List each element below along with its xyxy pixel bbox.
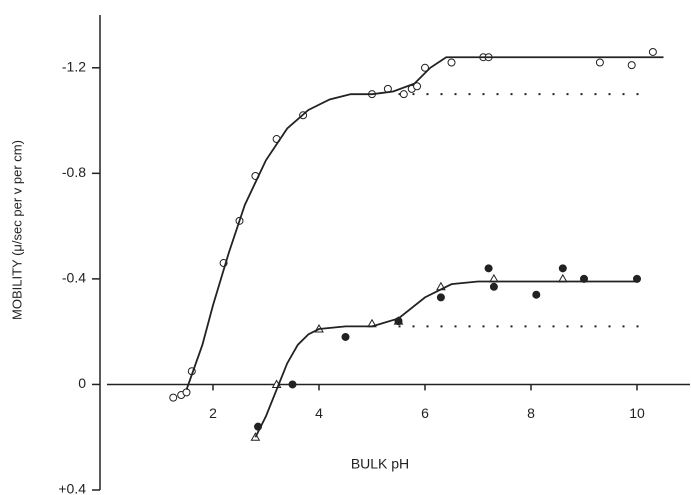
- y-tick-label: +0.4: [58, 481, 86, 495]
- y-axis-label: MOBILITY (μ/sec per v per cm): [9, 140, 24, 320]
- open-point: [399, 90, 408, 99]
- x-tick-label: 6: [421, 405, 429, 421]
- y-tick-label: -0.4: [62, 270, 86, 286]
- filled-point: [436, 293, 445, 302]
- x-tick-label: 10: [629, 405, 645, 421]
- filled-point: [489, 282, 498, 291]
- open-point: [169, 393, 178, 402]
- fit-line: [254, 280, 637, 438]
- x-axis-label: BULK pH: [351, 456, 409, 472]
- filled-point: [288, 380, 297, 389]
- filled-point: [532, 290, 541, 299]
- open-point: [421, 63, 429, 72]
- open-point: [182, 388, 191, 397]
- filled-point: [484, 264, 493, 273]
- open-point: [648, 47, 657, 56]
- open-point: [627, 61, 636, 70]
- filled-point: [341, 332, 350, 341]
- x-tick-label: 2: [209, 405, 217, 421]
- y-tick-label: 0: [78, 375, 86, 391]
- filled-point: [558, 264, 567, 273]
- x-tick-label: 8: [527, 405, 535, 421]
- open-point: [447, 58, 456, 67]
- open-point: [595, 58, 604, 67]
- open-point: [413, 82, 422, 91]
- y-tick-label: -1.2: [62, 58, 86, 74]
- x-tick-label: 4: [315, 405, 323, 421]
- y-tick-label: -0.8: [62, 164, 86, 180]
- fit-line: [185, 56, 664, 391]
